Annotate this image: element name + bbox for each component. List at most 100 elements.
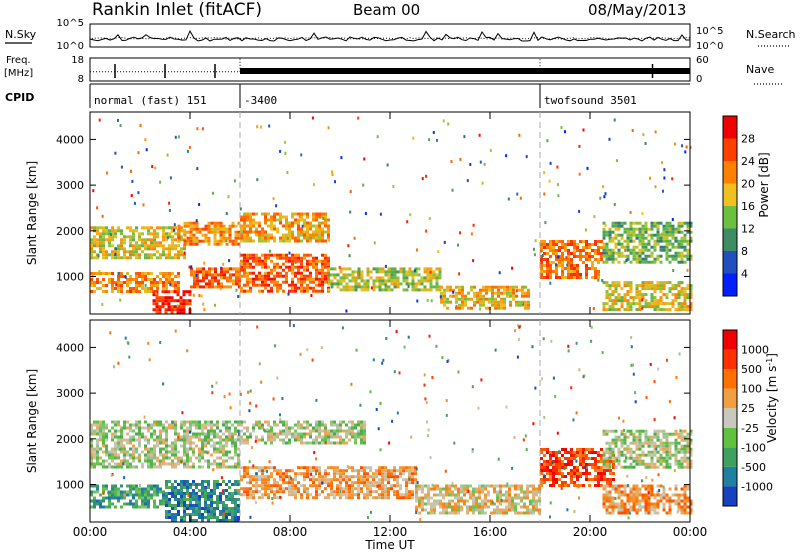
- range-gate-cell: [448, 490, 451, 494]
- range-gate-cell: [674, 230, 678, 234]
- range-gate-cell: [96, 487, 99, 491]
- range-gate-cell: [635, 438, 639, 442]
- range-gate-cell: [294, 286, 297, 290]
- range-gate-cell: [279, 265, 282, 269]
- range-gate-cell: [105, 453, 108, 457]
- range-gate-cell: [276, 469, 279, 473]
- range-gate-cell: [135, 287, 138, 290]
- range-gate-cell: [291, 280, 294, 284]
- range-gate-cell: [650, 221, 654, 225]
- range-gate-cell: [357, 429, 360, 433]
- range-gate-cell: [267, 481, 270, 485]
- range-gate-cell: [451, 499, 454, 503]
- range-gate-cell: [144, 290, 147, 293]
- range-gate-cell: [108, 453, 111, 457]
- range-gate-cell: [315, 435, 318, 439]
- range-gate-cell: [662, 245, 666, 249]
- range-gate-cell: [258, 277, 261, 281]
- range-gate-cell: [114, 281, 117, 284]
- range-gate-cell: [267, 475, 270, 479]
- range-gate-cell: [366, 484, 369, 488]
- range-gate-cell: [680, 281, 684, 285]
- range-gate-cell: [219, 224, 223, 228]
- range-gate-cell: [162, 441, 165, 445]
- range-gate-cell: [232, 282, 235, 286]
- range-gate-cell: [443, 297, 446, 301]
- range-gate-cell: [546, 273, 549, 276]
- scatter-cell: [685, 145, 688, 149]
- range-gate-cell: [258, 466, 261, 470]
- range-gate-cell: [138, 235, 141, 239]
- range-gate-cell: [231, 498, 234, 501]
- range-gate-cell: [366, 475, 369, 479]
- range-gate-cell: [523, 505, 526, 509]
- range-gate-cell: [567, 255, 570, 258]
- range-gate-cell: [258, 426, 261, 430]
- range-gate-cell: [240, 478, 243, 482]
- scatter-cell: [168, 201, 171, 205]
- range-gate-cell: [165, 456, 168, 460]
- range-gate-cell: [506, 294, 509, 298]
- range-gate-cell: [219, 227, 223, 231]
- range-gate-cell: [523, 511, 526, 515]
- range-gate-cell: [192, 483, 195, 486]
- range-gate-cell: [279, 221, 282, 225]
- range-gate-cell: [680, 450, 684, 454]
- range-gate-cell: [318, 233, 321, 237]
- range-gate-cell: [321, 429, 324, 433]
- range-gate-cell: [300, 423, 303, 427]
- scatter-cell: [437, 250, 440, 254]
- range-gate-cell: [192, 224, 196, 228]
- range-gate-cell: [216, 495, 219, 498]
- range-gate-cell: [605, 490, 609, 494]
- range-gate-cell: [303, 221, 306, 225]
- range-gate-cell: [225, 429, 228, 433]
- range-gate-cell: [680, 242, 684, 246]
- range-gate-cell: [363, 426, 366, 430]
- range-gate-cell: [617, 447, 621, 451]
- range-gate-cell: [318, 259, 321, 263]
- range-gate-cell: [216, 504, 219, 507]
- range-gate-cell: [543, 478, 546, 481]
- range-gate-cell: [183, 486, 186, 489]
- scatter-cell: [176, 304, 179, 308]
- range-gate-cell: [246, 435, 249, 439]
- range-gate-cell: [318, 420, 321, 424]
- range-gate-cell: [217, 285, 220, 289]
- range-gate-cell: [267, 271, 270, 275]
- range-gate-cell: [650, 435, 654, 439]
- range-gate-cell: [656, 459, 660, 463]
- range-gate-cell: [114, 456, 117, 460]
- range-gate-cell: [183, 438, 186, 442]
- range-gate-cell: [520, 499, 523, 503]
- range-gate-cell: [195, 498, 198, 501]
- range-gate-cell: [387, 481, 390, 485]
- range-gate-cell: [159, 435, 162, 439]
- range-gate-cell: [222, 239, 226, 243]
- range-gate-cell: [481, 484, 484, 488]
- range-gate-cell: [105, 250, 108, 254]
- range-gate-cell: [626, 444, 630, 448]
- range-gate-cell: [141, 287, 144, 290]
- range-gate-cell: [327, 230, 330, 234]
- range-gate-cell: [677, 305, 681, 309]
- range-gate-cell: [180, 435, 183, 439]
- range-gate-cell: [102, 450, 105, 454]
- range-gate-cell: [324, 221, 327, 225]
- range-gate-cell: [155, 299, 159, 303]
- range-gate-cell: [363, 438, 366, 442]
- range-gate-cell: [567, 484, 570, 487]
- scatter-cell: [481, 181, 484, 185]
- range-gate-cell: [641, 450, 645, 454]
- range-gate-cell: [188, 302, 192, 306]
- range-gate-cell: [677, 308, 681, 312]
- range-gate-cell: [472, 499, 475, 503]
- scatter-cell: [663, 176, 666, 180]
- range-gate-cell: [267, 253, 270, 257]
- scatter-cell: [430, 299, 433, 303]
- range-gate-cell: [512, 294, 515, 298]
- range-gate-cell: [623, 281, 627, 285]
- range-gate-cell: [683, 429, 687, 433]
- range-gate-cell: [202, 285, 205, 289]
- range-gate-cell: [96, 502, 99, 506]
